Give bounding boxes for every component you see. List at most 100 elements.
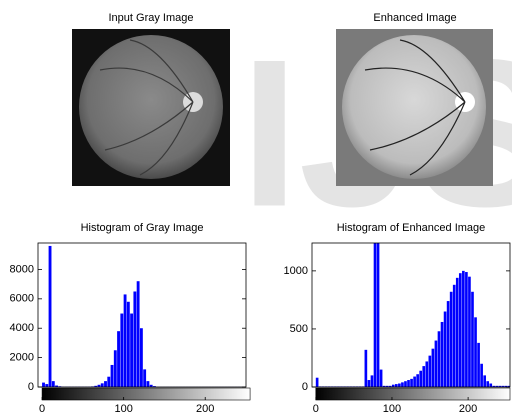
bar [370,375,374,387]
bar [428,355,432,387]
bar [495,385,499,387]
x-tick-label: 200 [196,403,214,415]
bar [446,301,450,387]
y-tick-label: 500 [290,323,308,335]
bar [315,377,319,387]
bar [407,380,410,387]
y-tick-label: 6000 [10,293,34,305]
axes-frame [311,242,511,388]
bars [42,245,246,387]
bar [126,301,130,387]
bar [143,369,147,387]
bar [395,384,398,387]
bar [440,321,444,387]
image-title: Input Gray Image [109,12,194,24]
bar [376,243,380,387]
retina [79,35,223,179]
y-tick-label: 2000 [10,352,34,364]
bar [42,382,45,387]
y-tick-label: 0 [28,381,34,393]
colorbar [315,387,511,401]
bar [117,331,120,387]
bar [474,317,477,387]
bar [401,382,404,387]
bar [489,383,493,387]
y-tick-label: 8000 [10,263,34,275]
bar [367,380,371,387]
bar [55,385,58,387]
x-tick-label: 100 [383,403,401,415]
bar [133,291,137,387]
bar [48,245,52,387]
y-tick-label: 0 [302,381,308,393]
bar [410,378,413,387]
bar [373,243,377,387]
bar [385,385,389,387]
bar [458,273,462,387]
bar [449,291,453,387]
bar [404,381,407,387]
bar [486,381,490,387]
bar [104,381,107,387]
bar [123,294,127,387]
bar [391,384,395,387]
bar [100,383,104,387]
bar [364,349,368,387]
bar [51,381,55,387]
bar [471,291,474,387]
bar [146,381,150,387]
bar [45,384,49,387]
bar [416,374,419,387]
chart-title: Histogram of Enhanced Image [337,222,486,234]
bar [382,385,386,387]
bar [465,272,468,387]
bars [315,243,510,387]
bar [139,328,143,387]
bar [379,369,383,387]
bar [434,340,438,387]
vessels [364,39,466,176]
bar [498,385,502,387]
bar [97,384,101,387]
axes-bg [312,243,510,387]
bar [455,277,459,387]
bar [452,284,456,387]
bar [425,361,429,387]
bar [413,376,416,387]
bar [462,270,465,387]
bar [94,385,98,387]
image-title: Enhanced Image [373,12,456,24]
bar [419,370,423,387]
vessels [99,39,194,176]
x-tick-label: 0 [313,403,319,415]
bar [477,342,480,387]
bar [443,311,447,387]
bar [388,385,392,387]
bar [483,375,486,387]
bar [480,363,483,387]
bar [136,281,140,387]
colorbar [41,387,251,401]
bar [107,376,111,387]
bar [398,383,401,387]
x-tick-label: 200 [459,403,477,415]
bar [130,313,134,387]
chart-title: Histogram of Gray Image [81,222,204,234]
bar [437,331,441,387]
x-tick-label: 0 [39,403,45,415]
bar [431,348,435,387]
bar [113,350,117,387]
bar [110,364,114,387]
bar [504,385,508,387]
bar [501,385,505,387]
bar [153,386,156,387]
bar [507,385,510,387]
bar [149,384,153,387]
y-tick-label: 1000 [284,265,308,277]
axes-frame [37,242,247,388]
retina [342,35,486,179]
bar [422,366,426,387]
bar [468,276,471,387]
